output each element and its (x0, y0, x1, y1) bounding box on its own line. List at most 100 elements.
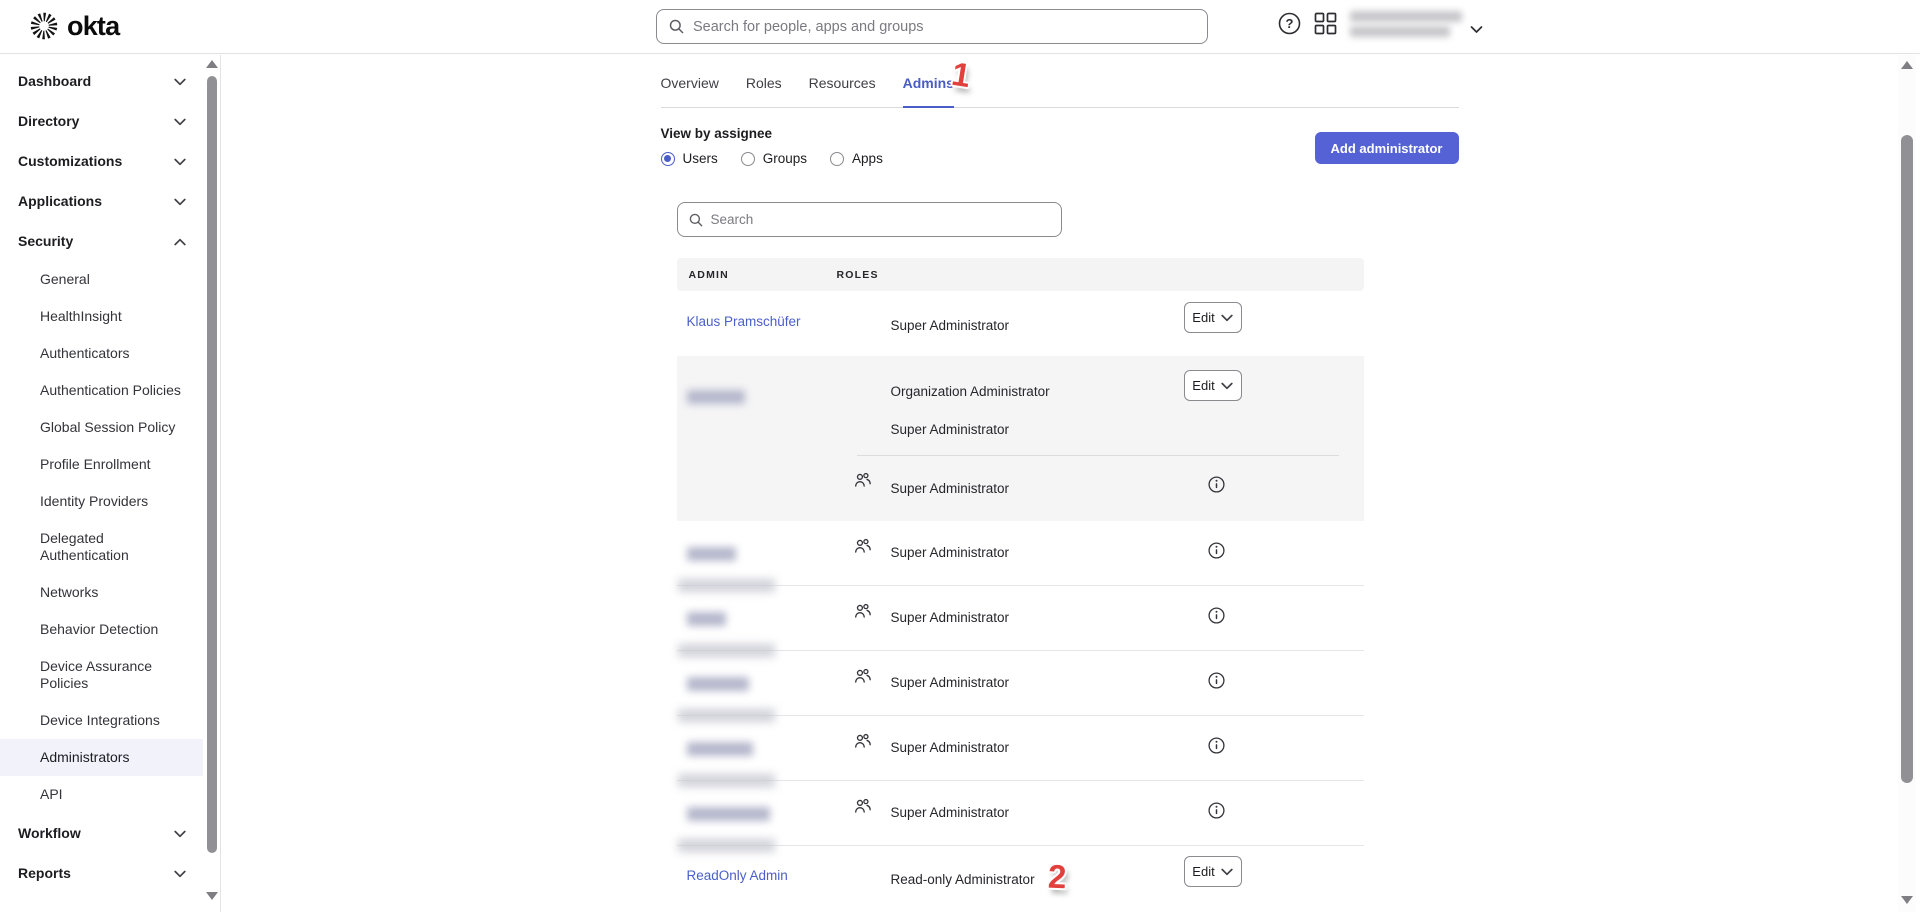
sidebar-item-label: Reports (18, 865, 71, 881)
sidebar-item-delegated-authentication[interactable]: Delegated Authentication (40, 530, 129, 563)
tab-bar: Overview Roles Resources Admins (660, 55, 1459, 108)
scroll-down-arrow[interactable] (206, 892, 218, 900)
admin-name-redacted (686, 677, 749, 691)
sidebar-divider (220, 55, 221, 912)
radio-unselected-icon[interactable] (740, 151, 755, 166)
radio-option-groups[interactable]: Groups (740, 151, 808, 166)
sidebar-item-label: Security (18, 233, 74, 249)
sidebar-item-general[interactable]: General (40, 271, 90, 287)
administrators-table: ADMIN ROLES Klaus Pramschüfer Super Admin… (676, 258, 1364, 912)
tab-admins[interactable]: Admins (902, 75, 954, 108)
sidebar-item-label: Applications (18, 193, 103, 209)
role-label: Read-only Administrator (890, 872, 1035, 887)
view-by-assignee-heading: View by assignee (660, 126, 773, 141)
info-icon[interactable] (1207, 737, 1225, 759)
svg-text:?: ? (1285, 16, 1293, 31)
admin-link[interactable]: ReadOnly Admin (686, 868, 788, 883)
edit-button[interactable]: Edit (1183, 370, 1242, 401)
sidebar-item-administrators[interactable]: Administrators (0, 739, 203, 776)
sidebar-item-api[interactable]: API (40, 786, 63, 802)
group-icon (854, 668, 871, 690)
okta-logo[interactable]: okta (30, 12, 120, 40)
sidebar-item-label: Workflow (18, 825, 81, 841)
radio-label: Users (682, 151, 718, 166)
sidebar-scrollbar-thumb[interactable] (207, 76, 217, 853)
admin-link[interactable]: Klaus Pramschüfer (686, 314, 801, 329)
global-search-input[interactable] (693, 18, 1195, 35)
info-icon[interactable] (1207, 542, 1225, 564)
radio-label: Groups (762, 151, 808, 166)
radio-selected-icon[interactable] (660, 151, 675, 166)
redacted-detail-band (677, 644, 775, 657)
radio-option-apps[interactable]: Apps (830, 151, 883, 166)
edit-button-label: Edit (1192, 310, 1215, 325)
sidebar-item-global-session-policy[interactable]: Global Session Policy (40, 419, 176, 435)
table-row: Super Administrator (676, 716, 1364, 787)
main-area: 1 Overview Roles Resources Admins View by a… (221, 55, 1898, 912)
sidebar-item-directory[interactable]: Directory (0, 101, 203, 141)
role-label: Organization Administrator (890, 384, 1050, 399)
page-scrollbar-thumb[interactable] (1901, 135, 1913, 783)
sidebar-item-behavior-detection[interactable]: Behavior Detection (40, 621, 159, 637)
group-icon (854, 538, 871, 560)
chevron-down-icon (174, 153, 186, 169)
app-grid-icon[interactable] (1313, 11, 1337, 35)
sidebar-item-authenticators[interactable]: Authenticators (40, 345, 130, 361)
scroll-down-arrow[interactable] (1901, 896, 1913, 904)
table-row: Super Administrator (676, 781, 1364, 852)
scroll-up-arrow[interactable] (1901, 61, 1913, 69)
scroll-up-arrow[interactable] (206, 60, 218, 68)
sidebar-nav: Dashboard Directory Customizations Appli… (0, 55, 203, 912)
admin-table-search[interactable] (676, 202, 1062, 237)
sidebar-item-identity-providers[interactable]: Identity Providers (40, 493, 149, 509)
assignee-radio-group: Users Groups Apps (660, 151, 1459, 166)
page-scrollbar[interactable] (1898, 55, 1916, 912)
help-icon[interactable]: ? (1277, 11, 1301, 35)
tab-resources[interactable]: Resources (808, 75, 876, 91)
account-chevron-down-icon[interactable] (1470, 21, 1483, 39)
search-icon (669, 19, 684, 34)
sidebar-item-authentication-policies[interactable]: Authentication Policies (40, 382, 181, 398)
annotation-2: 2 (1046, 857, 1067, 896)
sidebar-item-applications[interactable]: Applications (0, 181, 203, 221)
role-label: Super Administrator (890, 675, 1010, 690)
table-row: Super Administrator (676, 586, 1364, 657)
column-header-admin: ADMIN (688, 269, 729, 281)
admin-table-search-input[interactable] (710, 212, 1050, 227)
info-icon[interactable] (1207, 802, 1225, 824)
admin-name-redacted (686, 390, 745, 404)
tab-overview[interactable]: Overview (660, 75, 719, 91)
chevron-down-icon (1221, 864, 1233, 879)
sidebar-item-security[interactable]: Security (0, 221, 203, 261)
sidebar-item-healthinsight[interactable]: HealthInsight (40, 308, 122, 324)
edit-button[interactable]: Edit (1183, 856, 1242, 887)
column-header-roles: ROLES (836, 269, 879, 281)
global-search[interactable] (656, 9, 1208, 44)
radio-option-users[interactable]: Users (660, 151, 718, 166)
sidebar-item-profile-enrollment[interactable]: Profile Enrollment (40, 456, 151, 472)
okta-logo-icon (30, 12, 58, 40)
radio-unselected-icon[interactable] (830, 151, 845, 166)
tab-roles[interactable]: Roles (745, 75, 782, 91)
redacted-detail-band (677, 579, 775, 592)
sidebar-item-dashboard[interactable]: Dashboard (0, 61, 203, 101)
account-menu[interactable] (1350, 11, 1465, 41)
sidebar-scrollbar[interactable] (206, 55, 218, 912)
edit-button[interactable]: Edit (1183, 302, 1242, 333)
table-row: Super Administrator (676, 651, 1364, 722)
info-icon[interactable] (1207, 607, 1225, 629)
add-administrator-button[interactable]: Add administrator (1314, 132, 1459, 164)
info-icon[interactable] (1207, 672, 1225, 694)
info-icon[interactable] (1207, 476, 1225, 498)
sidebar-item-customizations[interactable]: Customizations (0, 141, 203, 181)
sidebar-item-networks[interactable]: Networks (40, 584, 99, 600)
group-icon (854, 733, 871, 755)
sidebar-item-label: Customizations (18, 153, 123, 169)
redacted-detail-band (677, 709, 775, 722)
sidebar-item-reports[interactable]: Reports (0, 853, 203, 893)
search-icon (689, 213, 702, 226)
sidebar-item-workflow[interactable]: Workflow (0, 813, 203, 853)
table-row: ReadOnly Admin Read-only Administrator Edi… (677, 846, 1364, 912)
sidebar-item-device-assurance-policies[interactable]: Device Assurance Policies (40, 658, 153, 691)
sidebar-item-device-integrations[interactable]: Device Integrations (40, 712, 160, 728)
